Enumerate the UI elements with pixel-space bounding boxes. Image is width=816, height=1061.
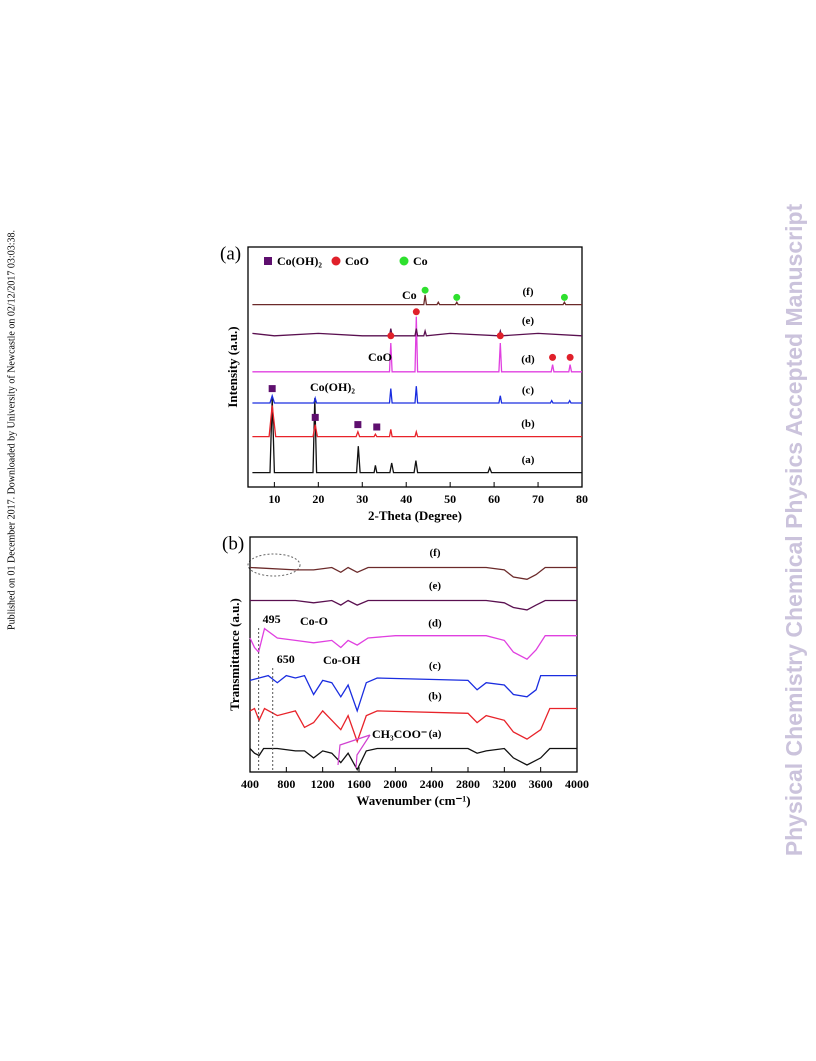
annotation: CH₃COO⁻ [372,727,427,741]
legend-marker [331,256,341,266]
peak-marker [560,293,568,301]
x-tick-label: 40 [400,492,412,506]
plot-frame [247,246,583,488]
legend-label: Co(OH)₂ [277,254,322,268]
x-tick-label: 3200 [492,777,516,791]
peak-marker [566,353,574,361]
peak-marker [412,308,420,316]
series-label: (f) [430,547,441,559]
y-axis-label: Transmittance (a.u.) [227,598,242,711]
series-line [252,398,582,474]
peak-marker [268,385,276,393]
x-tick-label: 1600 [347,777,371,791]
panel-label: (a) [220,243,241,264]
reference-label: 495 [263,612,281,626]
series-line [252,386,582,404]
series-line [249,747,577,772]
x-axis-label: 2-Theta (Degree) [368,508,462,523]
x-tick-label: 50 [444,492,456,506]
series-label: (c) [522,385,535,397]
x-tick-label: 4000 [565,777,589,791]
peak-marker [549,353,557,361]
series-line [249,707,577,744]
series-line [250,599,577,611]
peak-marker [496,332,504,340]
y-axis-label: Intensity (a.u.) [225,326,240,407]
x-tick-label: 2000 [383,777,407,791]
highlight-ellipse [247,553,301,577]
series-label: (a) [429,728,442,740]
x-tick-label: 800 [277,777,295,791]
x-tick-label: 1200 [311,777,335,791]
peak-marker [354,421,362,429]
peak-marker [311,413,319,421]
series-label: (d) [521,353,535,365]
legend-marker [399,256,409,266]
reference-label: 650 [277,652,295,666]
peak-marker [421,286,429,294]
series-line [252,328,583,337]
series-label: (e) [429,580,442,592]
x-tick-label: 10 [268,492,280,506]
annotation: Co [402,288,417,302]
series-label: (b) [428,690,442,702]
x-tick-label: 400 [241,777,259,791]
annotation-arrow [337,734,371,769]
series-label: (f) [523,286,534,298]
series-line [249,627,577,661]
series-line [252,405,582,438]
series-line [249,674,577,713]
x-tick-label: 60 [488,492,500,506]
legend-marker [264,257,272,265]
x-tick-label: 2800 [456,777,480,791]
series-label: (a) [522,454,535,466]
plot-frame [249,536,578,773]
series-label: (e) [522,315,535,327]
watermark: Physical Chemistry Chemical Physics Acce… [781,203,807,856]
series-line [252,294,582,306]
x-tick-label: 20 [312,492,324,506]
x-tick-label: 3600 [529,777,553,791]
annotation: Co-O [300,614,328,628]
x-tick-label: 70 [532,492,544,506]
series-line [252,316,582,373]
peak-marker [373,423,381,431]
legend-label: CoO [345,254,369,268]
peak-marker [387,332,395,340]
x-tick-label: 2400 [420,777,444,791]
annotation: Co(OH)₂ [310,380,355,394]
x-axis-label: Wavenumber (cm⁻¹) [356,793,470,808]
peak-marker [453,293,461,301]
series-line [249,566,577,580]
side-note: Published on 01 December 2017. Downloade… [6,230,17,630]
annotation: CoO [368,350,392,364]
annotation: Co-OH [323,653,361,667]
x-tick-label: 80 [576,492,588,506]
legend-label: Co [413,254,428,268]
series-label: (d) [428,618,442,630]
panel-label: (b) [222,533,244,554]
series-label: (c) [429,660,442,672]
x-tick-label: 30 [356,492,368,506]
series-label: (b) [521,418,535,430]
